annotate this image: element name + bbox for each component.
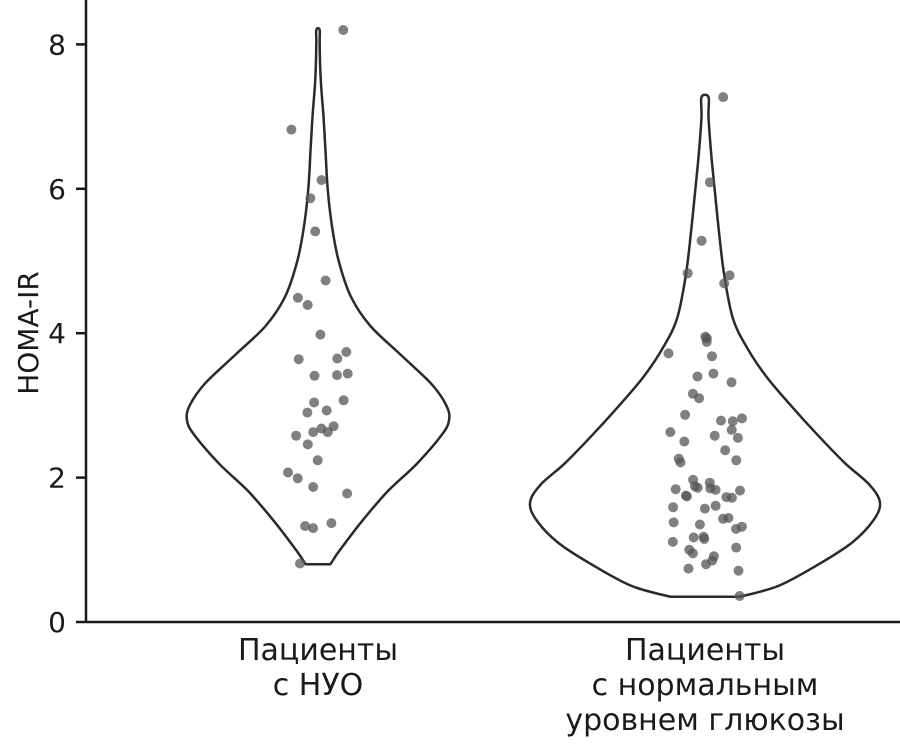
data-point: [707, 351, 717, 362]
y-axis-label: HOMA-IR: [12, 271, 45, 395]
data-point: [667, 536, 678, 547]
data-point: [338, 25, 349, 35]
data-point: [341, 347, 352, 357]
data-point: [734, 591, 745, 601]
data-point: [694, 519, 705, 530]
data-point: [309, 397, 320, 408]
data-point: [309, 370, 320, 381]
data-point: [692, 371, 703, 382]
data-point: [308, 523, 319, 534]
data-point: [326, 518, 337, 529]
data-point: [726, 492, 737, 503]
data-point: [308, 427, 319, 438]
data-point: [338, 395, 349, 406]
data-point: [687, 548, 698, 559]
data-point: [668, 517, 679, 528]
data-point: [710, 500, 721, 511]
y-tick-label: 4: [48, 317, 66, 350]
y-tick-label: 6: [48, 173, 66, 206]
data-point: [688, 532, 699, 543]
data-point: [321, 405, 332, 416]
data-point: [679, 436, 690, 447]
axes-layer: [84, 0, 900, 624]
data-point: [696, 235, 707, 246]
data-point: [663, 348, 674, 359]
data-point: [718, 92, 729, 103]
data-point: [732, 432, 743, 443]
data-point: [665, 427, 676, 438]
data-point: [680, 409, 691, 420]
data-point: [308, 482, 319, 492]
data-point: [719, 278, 730, 289]
data-point: [731, 455, 742, 466]
data-point: [694, 393, 705, 404]
data-point: [292, 292, 303, 303]
category-label-line: Пациенты: [238, 633, 398, 668]
y-tick-label: 0: [48, 606, 66, 639]
y-tick-label: 8: [48, 28, 66, 61]
data-point: [292, 473, 303, 484]
data-point: [668, 502, 679, 513]
data-point: [320, 275, 331, 286]
data-point: [737, 413, 747, 424]
data-point: [675, 457, 686, 468]
data-point: [699, 534, 710, 544]
data-point: [293, 354, 304, 365]
data-point: [720, 445, 731, 456]
data-point: [726, 377, 737, 388]
data-point: [692, 482, 703, 493]
data-point: [342, 488, 353, 499]
points-layer: [283, 25, 747, 601]
violins-layer: [185, 26, 882, 598]
data-point: [286, 124, 297, 135]
y-ticks-layer: 0 2 4 6 8: [48, 28, 86, 639]
data-point: [683, 563, 694, 574]
data-point: [283, 467, 293, 478]
data-point: [701, 336, 712, 347]
data-point: [727, 416, 738, 427]
data-point: [302, 300, 313, 310]
data-point: [322, 427, 333, 438]
data-point: [718, 513, 729, 524]
data-point: [315, 329, 326, 340]
data-point: [681, 491, 692, 502]
data-point: [310, 226, 321, 237]
category-label-line: с нормальным: [592, 668, 819, 703]
data-point: [295, 558, 305, 569]
data-point: [704, 177, 715, 188]
data-point: [716, 415, 726, 426]
violin-shape: [185, 26, 451, 566]
data-point: [731, 542, 742, 553]
data-point: [701, 559, 711, 570]
data-point: [731, 523, 741, 534]
data-point: [726, 424, 737, 435]
data-point: [302, 407, 313, 418]
data-point: [682, 268, 693, 279]
data-point: [708, 368, 719, 379]
category-label-line: с НУО: [273, 668, 363, 703]
data-point: [305, 193, 316, 204]
category-label-line: уровнем глюкозы: [565, 703, 844, 738]
data-point: [710, 484, 721, 495]
data-point: [300, 521, 311, 531]
data-point: [332, 370, 342, 381]
data-point: [316, 175, 327, 186]
data-point: [332, 353, 343, 364]
data-point: [699, 503, 710, 514]
data-point: [670, 484, 681, 495]
data-point: [342, 368, 353, 379]
violin-shape: [528, 93, 882, 598]
data-point: [302, 439, 313, 450]
data-point: [735, 485, 745, 496]
category-label-line: Пациенты: [625, 633, 785, 668]
data-point: [709, 430, 720, 441]
y-tick-label: 2: [48, 462, 66, 495]
data-point: [724, 270, 735, 281]
data-point: [312, 455, 323, 466]
data-point: [733, 565, 744, 576]
data-point: [291, 430, 302, 441]
